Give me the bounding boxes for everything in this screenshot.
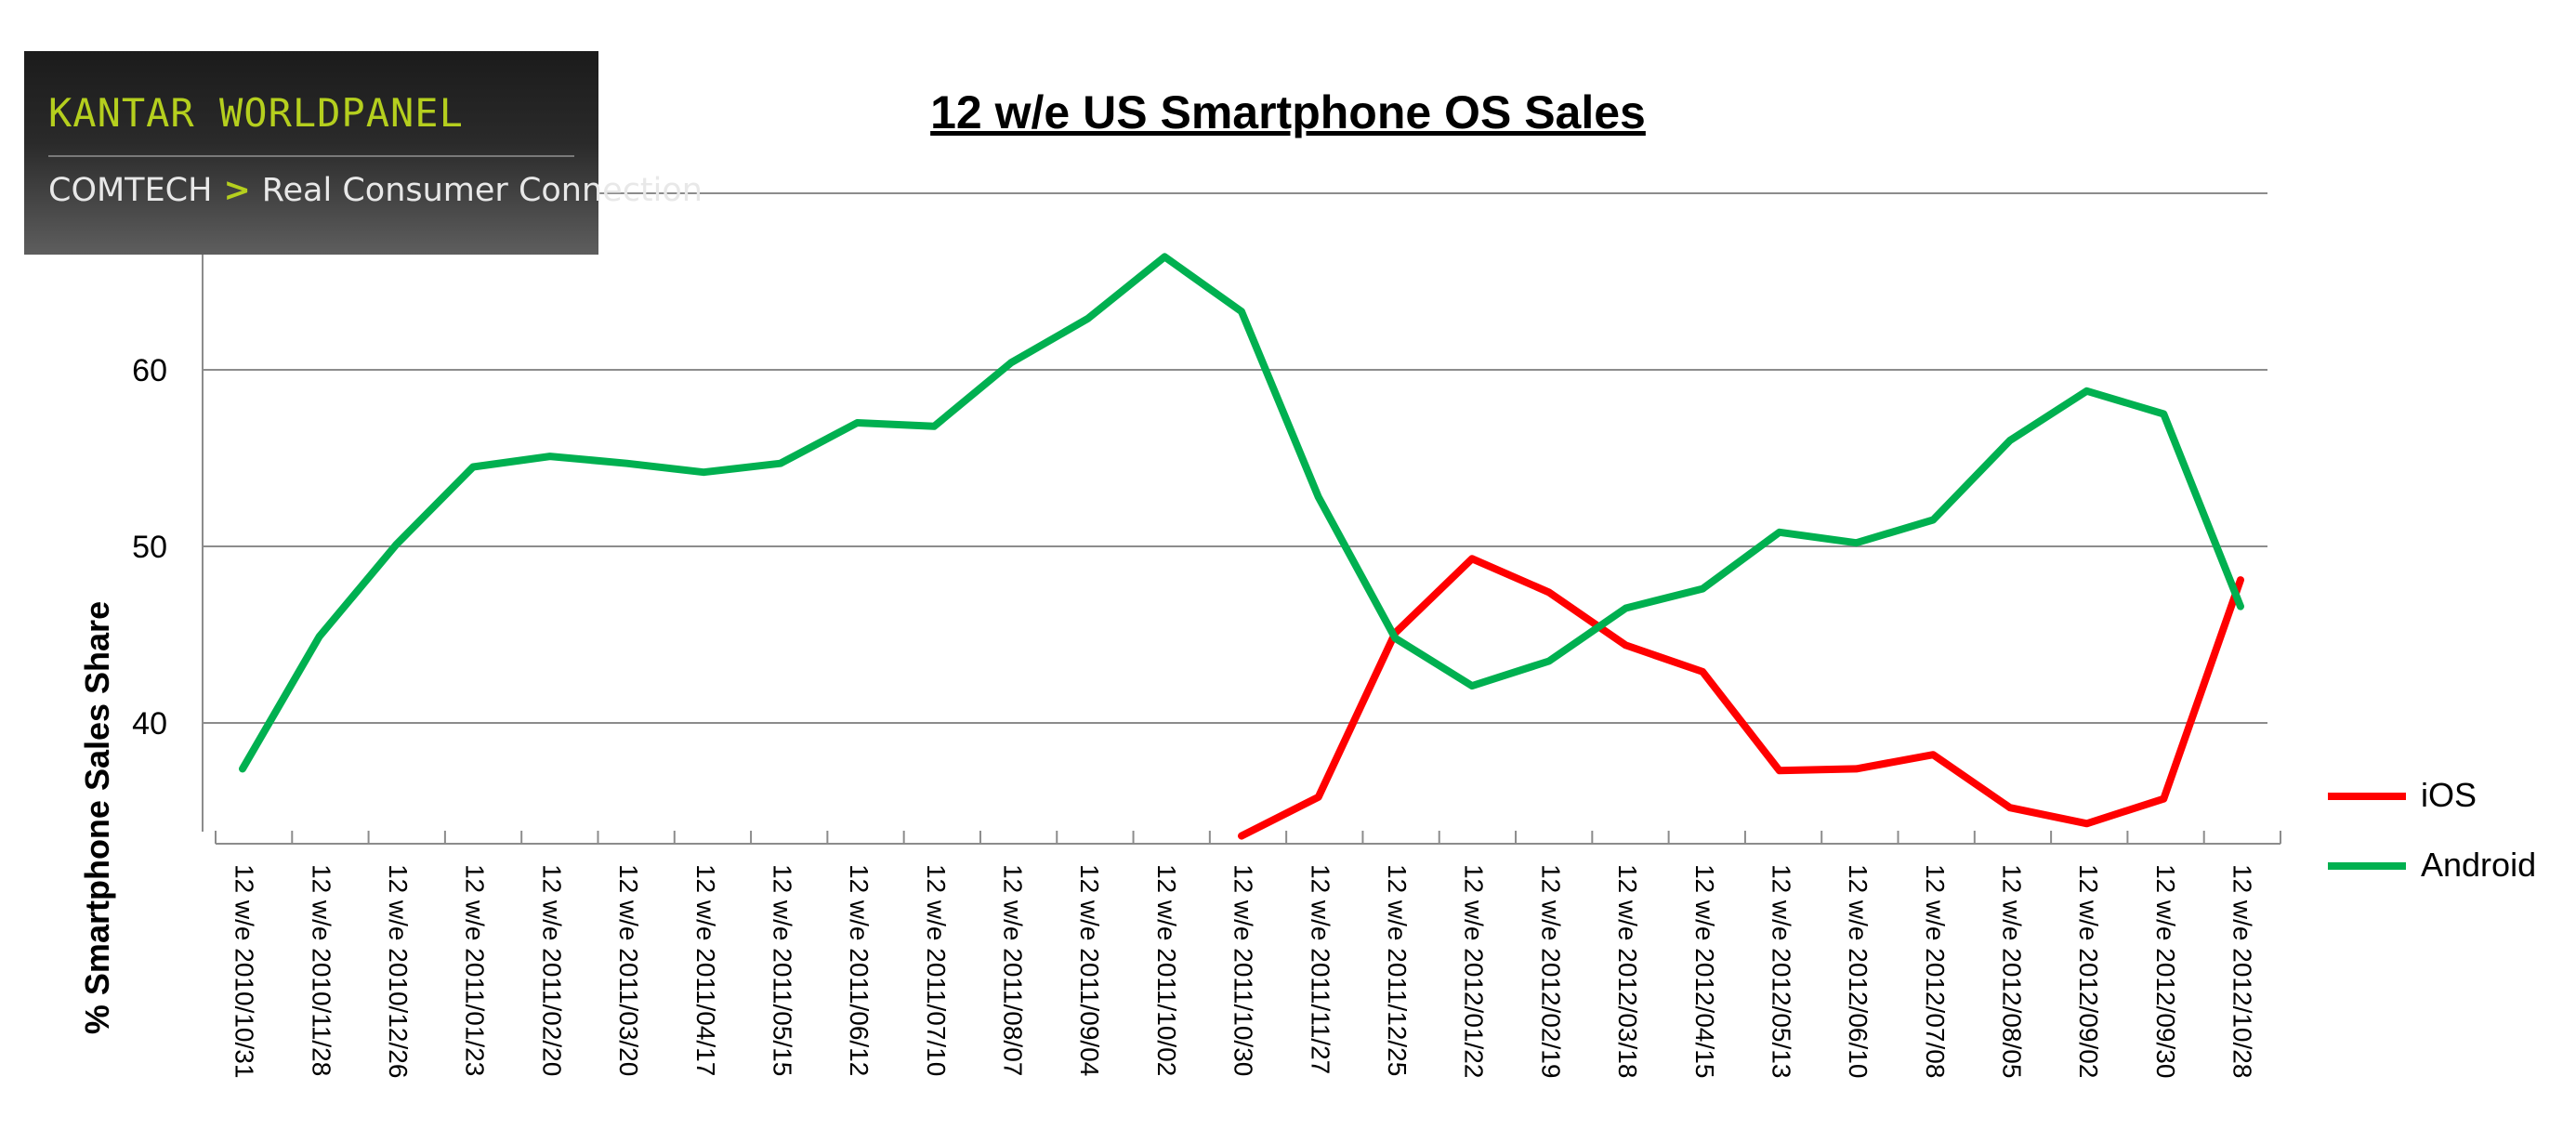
x-tick-label: 12 w/e 2012/09/02 bbox=[2074, 864, 2103, 1078]
chart-title: 12 w/e US Smartphone OS Sales bbox=[930, 86, 1646, 138]
x-tick-label: 12 w/e 2010/11/28 bbox=[307, 864, 335, 1076]
x-tick-label: 12 w/e 2012/10/28 bbox=[2228, 864, 2257, 1078]
x-tick-label: 12 w/e 2012/07/08 bbox=[1921, 864, 1950, 1078]
chevron-right-icon: > bbox=[223, 172, 251, 209]
logo-tagline: Real Consumer Connection bbox=[261, 172, 703, 209]
x-tick-label: 12 w/e 2012/06/10 bbox=[1844, 864, 1873, 1078]
x-tick-label: 12 w/e 2010/10/31 bbox=[230, 864, 259, 1078]
x-tick-label: 12 w/e 2011/06/12 bbox=[845, 864, 874, 1076]
x-tick-label: 12 w/e 2011/10/02 bbox=[1152, 864, 1181, 1076]
legend-swatch-ios bbox=[2328, 793, 2406, 800]
x-tick-label: 12 w/e 2012/08/05 bbox=[1998, 864, 2027, 1078]
x-tick-label: 12 w/e 2011/12/25 bbox=[1383, 864, 1412, 1076]
y-axis-title: % Smartphone Sales Share bbox=[78, 600, 116, 1035]
legend-label-ios: iOS bbox=[2421, 776, 2477, 814]
series-line-ios bbox=[1238, 555, 2244, 840]
x-tick-label: 12 w/e 2011/05/15 bbox=[768, 864, 796, 1076]
x-tick-label: 12 w/e 2012/03/18 bbox=[1613, 864, 1642, 1078]
x-tick-label: 12 w/e 2012/02/19 bbox=[1536, 864, 1565, 1078]
x-tick-label: 12 w/e 2011/08/07 bbox=[999, 864, 1028, 1076]
x-tick-labels: 12 w/e 2010/10/31 12 w/e 2010/11/28 12 w/e… bbox=[230, 864, 2257, 1078]
x-tick-label: 12 w/e 2012/09/30 bbox=[2151, 864, 2180, 1078]
logo-brand: KANTAR WORLDPANEL bbox=[48, 90, 464, 136]
y-tick-labels: 40 50 60 bbox=[132, 353, 167, 742]
logo-divider bbox=[48, 155, 574, 157]
logo-product: COMTECH bbox=[48, 172, 213, 209]
y-tick-label: 40 bbox=[132, 706, 167, 742]
axes bbox=[202, 195, 2281, 845]
x-tick-label: 12 w/e 2012/01/22 bbox=[1460, 864, 1489, 1078]
x-tick-label: 12 w/e 2011/03/20 bbox=[614, 864, 643, 1076]
x-tick-label: 12 w/e 2011/10/30 bbox=[1229, 864, 1258, 1076]
grid-lines bbox=[203, 192, 2267, 724]
x-tick-label: 12 w/e 2011/01/23 bbox=[461, 864, 490, 1076]
y-tick-label: 50 bbox=[132, 530, 167, 565]
x-tick-label: 12 w/e 2011/02/20 bbox=[537, 864, 566, 1076]
logo-subline: COMTECH > Real Consumer Connection bbox=[48, 172, 703, 209]
x-tick-label: 12 w/e 2011/09/04 bbox=[1075, 864, 1104, 1076]
y-tick-label: 60 bbox=[132, 353, 167, 388]
kantar-worldpanel-logo: KANTAR WORLDPANEL COMTECH > Real Consumer … bbox=[24, 51, 703, 255]
x-tick-label: 12 w/e 2011/11/27 bbox=[1306, 864, 1334, 1074]
x-tick-label: 12 w/e 2012/05/13 bbox=[1767, 864, 1795, 1078]
legend-swatch-android bbox=[2328, 862, 2406, 870]
x-tick-label: 12 w/e 2012/04/15 bbox=[1690, 864, 1719, 1078]
legend-label-android: Android bbox=[2421, 846, 2537, 884]
x-tick-label: 12 w/e 2010/12/26 bbox=[384, 864, 413, 1078]
x-tick-label: 12 w/e 2011/04/17 bbox=[691, 864, 720, 1076]
series-lines bbox=[239, 253, 2244, 840]
series-line-android bbox=[239, 253, 2244, 773]
x-tick-label: 12 w/e 2011/07/10 bbox=[922, 864, 951, 1076]
